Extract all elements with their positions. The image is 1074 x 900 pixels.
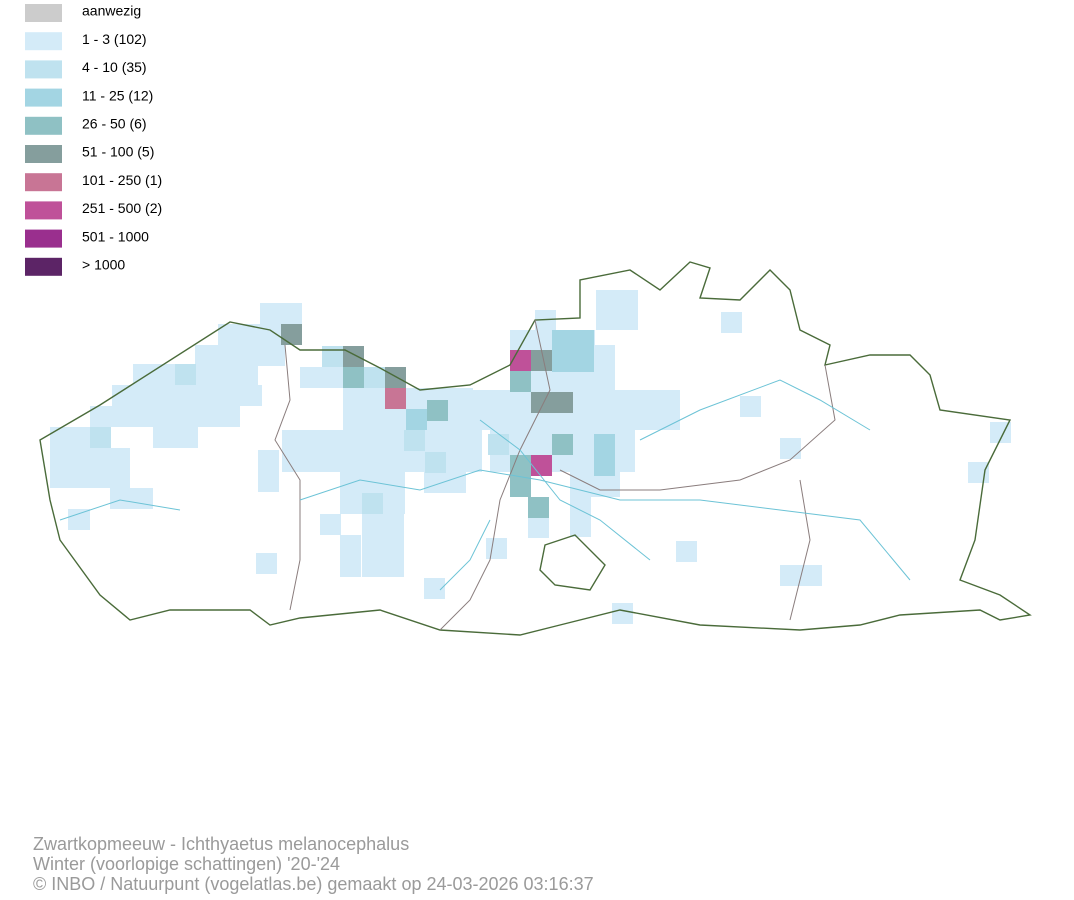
legend-label: 4 - 10 (35) xyxy=(82,59,147,75)
legend-swatch xyxy=(25,4,62,22)
legend-swatch xyxy=(25,32,62,51)
legend-label: 501 - 1000 xyxy=(82,228,149,244)
rivers xyxy=(59,379,911,591)
legend-swatch xyxy=(25,116,62,135)
legend-label: 26 - 50 (6) xyxy=(82,116,147,132)
legend-swatch xyxy=(25,88,62,107)
legend-swatch xyxy=(25,257,62,276)
legend-swatch xyxy=(25,229,62,248)
legend-swatch xyxy=(25,201,62,220)
grid-cells-higher xyxy=(90,324,615,518)
legend-label: 51 - 100 (5) xyxy=(82,144,154,160)
footer-line: Zwartkopmeeuw - Ichthyaetus melanocephal… xyxy=(33,834,409,854)
footer-line: © INBO / Natuurpunt (vogelatlas.be) gema… xyxy=(33,874,594,894)
region-border xyxy=(39,261,1032,636)
legend-label: 11 - 25 (12) xyxy=(82,87,153,103)
legend-swatch xyxy=(25,60,62,79)
legend-label: > 1000 xyxy=(82,257,125,273)
legend-swatch xyxy=(25,145,62,163)
legend-swatch xyxy=(25,173,62,192)
footer-line: Winter (voorlopige schattingen) '20-'24 xyxy=(33,854,340,874)
legend: aanwezig 1 - 3 (102) 4 - 10 (35) 11 - 25 (1… xyxy=(25,3,162,276)
legend-label: 251 - 500 (2) xyxy=(82,200,162,216)
legend-label: 1 - 3 (102) xyxy=(82,31,147,47)
legend-label: aanwezig xyxy=(82,3,141,19)
province-borders xyxy=(274,319,836,631)
legend-label: 101 - 250 (1) xyxy=(82,172,162,188)
footer: Zwartkopmeeuw - Ichthyaetus melanocephal… xyxy=(33,834,594,894)
